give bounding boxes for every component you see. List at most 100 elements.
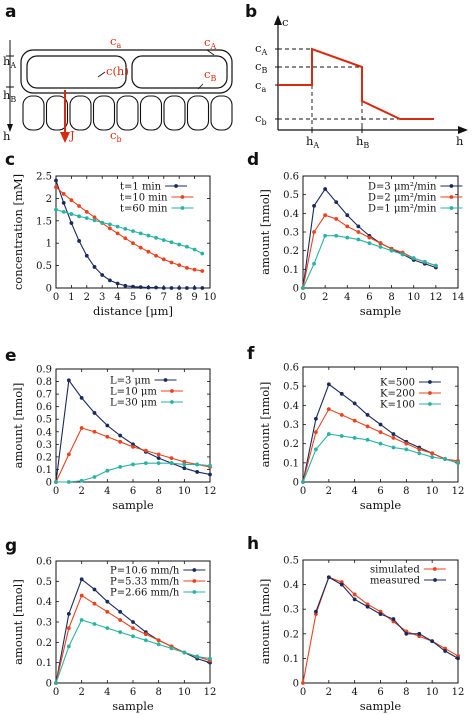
- series-1: [301, 213, 438, 290]
- legend-marker: [170, 389, 174, 393]
- data-point: [69, 198, 74, 203]
- data-point: [378, 241, 383, 246]
- small-cell: [22, 95, 45, 131]
- data-point: [138, 245, 143, 250]
- data-point: [161, 286, 166, 290]
- x-axis-label: sample: [360, 304, 402, 318]
- data-point: [138, 231, 143, 236]
- c-axis-arrow: [274, 15, 282, 25]
- x-tick-label: 6: [130, 687, 136, 698]
- legend-label: t=60 min: [120, 204, 168, 215]
- y-tick-label: 0.2: [283, 629, 299, 640]
- legend-label: simulated: [370, 565, 420, 576]
- data-point: [195, 470, 200, 474]
- legend-marker: [428, 391, 432, 395]
- data-point: [192, 267, 197, 272]
- y-tick-label: 0.5: [36, 577, 52, 588]
- data-point: [345, 224, 350, 229]
- x-tick-label: 0: [300, 687, 306, 698]
- data-point: [177, 286, 182, 290]
- y-tick-label: 0.2: [36, 452, 52, 463]
- legend-marker: [433, 578, 437, 582]
- data-point: [334, 200, 339, 205]
- series-1: [314, 575, 460, 661]
- data-point: [92, 265, 97, 269]
- data-point: [169, 260, 174, 265]
- data-point: [61, 209, 66, 214]
- label-b-hB: hB: [356, 134, 369, 150]
- data-point: [100, 273, 105, 277]
- y-tick-label: 2: [46, 194, 52, 205]
- y-tick-label: 0.2: [283, 246, 299, 257]
- diagram-b: c h cA cB ca cb hA hB: [255, 15, 468, 150]
- y-tick-label: 0.6: [36, 557, 52, 568]
- legend-marker: [180, 195, 185, 199]
- x-tick-label: 12: [204, 687, 217, 698]
- data-point: [352, 401, 357, 406]
- data-point: [92, 475, 97, 479]
- data-point: [66, 378, 71, 383]
- data-point: [339, 582, 344, 587]
- data-point: [192, 286, 197, 290]
- label-ca: ca: [110, 34, 121, 50]
- x-tick-label: 12: [204, 486, 217, 497]
- data-point: [131, 620, 135, 624]
- data-point: [115, 231, 120, 236]
- legend-marker: [432, 567, 437, 571]
- y-tick-label: 0.5: [283, 556, 299, 567]
- legend-label: L=30 μm: [110, 398, 157, 409]
- x-tick-label: 10: [178, 687, 191, 698]
- data-point: [182, 650, 187, 655]
- flux-arrowhead: [60, 132, 70, 143]
- y-axis-label: amount [nmol]: [258, 579, 272, 665]
- data-point: [378, 430, 383, 435]
- data-point: [146, 233, 151, 238]
- data-point: [417, 631, 422, 636]
- y-tick-label: 0.1: [283, 265, 299, 276]
- y-tick-label: 0.1: [283, 654, 299, 665]
- y-tick-label: 0.6: [283, 172, 299, 183]
- data-point: [143, 638, 148, 643]
- x-tick-label: 10: [407, 292, 420, 303]
- x-tick-label: 2: [326, 687, 332, 698]
- y-tick-label: 0.6: [36, 402, 52, 413]
- cell-row-b: [22, 95, 233, 131]
- label-b-cb: cb: [255, 111, 267, 127]
- data-point: [123, 236, 128, 241]
- data-point: [156, 638, 161, 643]
- data-point: [100, 220, 105, 225]
- data-point: [389, 248, 394, 253]
- data-point: [378, 441, 383, 446]
- data-point: [430, 451, 435, 456]
- data-point: [118, 609, 123, 614]
- series-line: [302, 433, 459, 483]
- data-point: [105, 434, 110, 439]
- data-point: [84, 253, 89, 258]
- legend-marker: [192, 590, 197, 594]
- y-axis-label: amount [nmol]: [258, 189, 272, 275]
- y-tick-label: 0.3: [283, 420, 299, 431]
- x-tick-label: 8: [403, 486, 409, 497]
- outer-membrane: [20, 49, 233, 94]
- data-point: [365, 424, 370, 429]
- label-cB: cB: [204, 67, 216, 83]
- label-ch: c(h): [106, 64, 129, 78]
- data-point: [345, 213, 350, 218]
- data-point: [123, 226, 128, 231]
- data-point: [154, 285, 159, 290]
- y-tick-label: 0.4: [36, 427, 52, 438]
- data-point: [108, 226, 112, 231]
- x-tick-label: 8: [176, 292, 182, 303]
- x-tick-label: 6: [366, 292, 372, 303]
- data-point: [326, 575, 331, 580]
- data-point: [138, 285, 143, 290]
- chart-f: f 0 2 4 6 8 10 12 0 0.1 0.2 0.3 0.4 0.5 0.6 sample amoun…: [247, 344, 464, 512]
- y-axis-label: amount [nmol]: [258, 382, 272, 468]
- data-point: [391, 436, 396, 440]
- x-tick-label: 10: [426, 486, 439, 497]
- y-tick-label: 0.3: [283, 228, 299, 239]
- y-tick-label: 0.4: [283, 401, 299, 412]
- data-point: [92, 587, 97, 592]
- data-point: [169, 646, 174, 651]
- y-tick-label: 0: [46, 284, 52, 295]
